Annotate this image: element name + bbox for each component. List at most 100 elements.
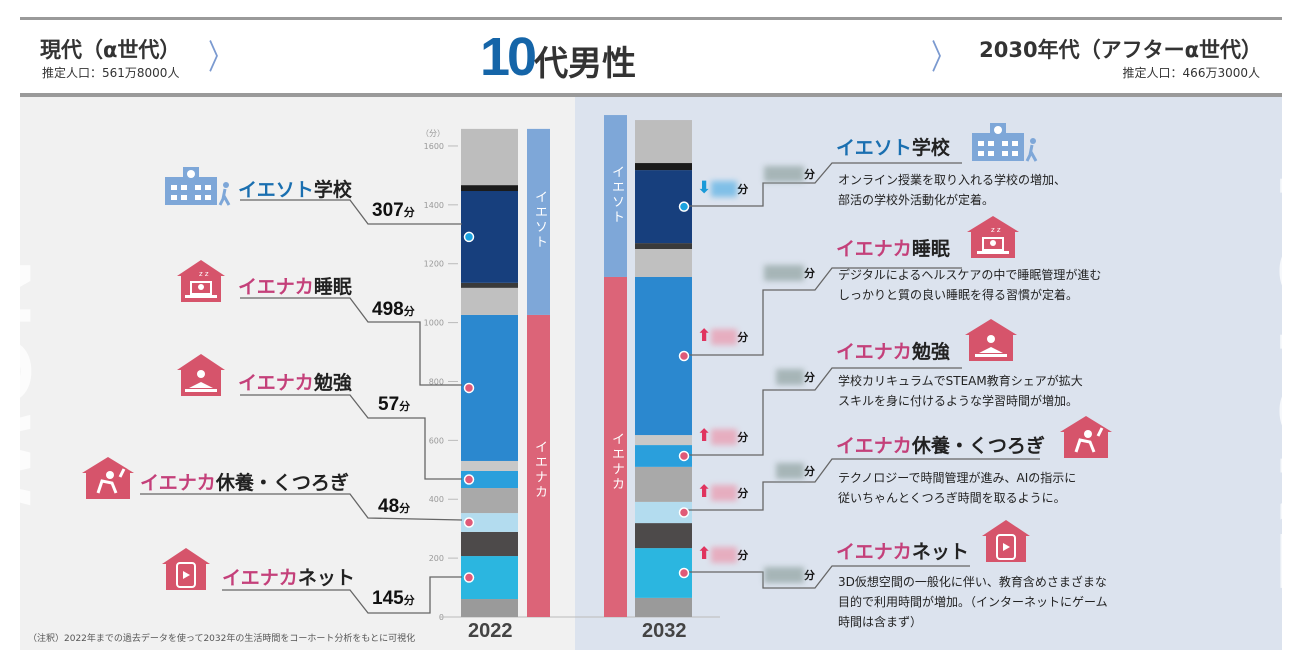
right-label-relax: イエナカ休養・くつろぎ [836,435,1045,457]
bar-segment-2032 [635,501,692,524]
leader-line-net-2032 [688,565,970,589]
current-era-label: 現代（α世代） [40,38,181,62]
up-arrow-icon: ⬆ [697,426,712,446]
net-minutes-2022: 145分 [372,588,415,609]
left-label-sleep: イエナカ睡眠 [238,276,352,298]
y-axis-unit: （分） [421,129,445,138]
future-population: 推定人口：466万3000人 [1122,66,1260,80]
year-label-2032: 2032 [642,620,687,642]
category-marker-dot [678,450,690,462]
y-tick-label: 1600 [424,142,444,151]
bar-segment-2032 [635,243,692,249]
left-label-school: イエソト学校 [238,179,352,201]
bar-segment-2032 [635,445,692,467]
leader-line-sleep-2022 [240,297,462,386]
category-marker-dot [463,231,475,243]
leader-line-study-2032 [688,367,962,456]
sleep-house-icon: z z [965,214,1021,264]
dotted-chevron-icon: 〉 [931,38,955,78]
group-bar-2032 [604,276,627,617]
title-text: 代男性 [534,44,637,84]
school-change: ⬇ 分 [697,178,749,198]
relax-minutes-2032-blurred: 分 [776,460,815,479]
outside-group-label-2022: イエソト [532,190,547,250]
right-label-sleep: イエナカ睡眠 [836,238,950,260]
relax-house-icon [80,455,136,505]
smartphone-house-icon [160,546,212,596]
bar-segment-2032 [635,597,692,617]
page-title: 10代男性 [480,26,636,88]
category-marker-dot [678,201,690,212]
leader-line-sleep-2032 [688,267,962,356]
bar-segment-2032 [635,163,692,171]
leader-line-net-2022 [222,576,462,614]
up-arrow-icon: ⬆ [697,326,712,346]
smartphone-house-icon [980,518,1032,568]
left-label-relax: イエナカ休養・くつろぎ [140,472,349,494]
school-icon [970,121,1040,167]
school-icon [163,165,233,211]
outside-group-label-2032: イエソト [609,165,624,225]
net-description: 3D仮想空間の一般化に伴い、教育含めさまざまな 目的で利用時間が増加。（インターネ… [838,575,1108,629]
y-tick-label: 1400 [424,201,444,210]
bar-segment-2032 [635,466,692,502]
svg-text:z z: z z [199,270,209,278]
category-marker-dot [463,474,475,485]
y-tick-label: 600 [429,436,444,445]
study-minutes-2032-blurred: 分 [776,366,815,385]
bar-segment-2032 [635,120,692,164]
group-bar-2022 [527,128,550,315]
down-arrow-icon: ⬇ [697,178,712,198]
y-tick-label: 400 [429,495,444,504]
year-label-2022: 2022 [468,620,513,642]
sleep-change: ⬆ 分 [697,326,749,346]
study-house-icon [175,352,227,402]
left-label-net: イエナカネット [222,567,355,589]
leader-line-relax-2032 [688,458,1040,511]
leader-line-school-2032 [688,162,962,207]
future-panel [575,97,1282,650]
dotted-chevron-icon: 〉 [208,38,232,78]
up-arrow-icon: ⬆ [697,482,712,502]
relax-change: ⬆ 分 [697,482,749,502]
category-marker-dot [463,382,475,394]
bar-segment-2022 [461,531,518,557]
inside-group-label-2022: イエナカ [532,440,547,500]
sleep-house-icon: z z [175,258,227,308]
y-tick-label: 1200 [424,260,444,269]
inside-group-label-2032: イエナカ [609,432,624,492]
bar-segment-2022 [461,599,518,617]
bar-segment-2032 [635,249,692,277]
bar-segment-2022 [461,470,518,489]
group-bar-2022 [527,314,550,617]
bar-segment-2022 [461,185,518,192]
sleep-description: デジタルによるヘルスケアの中で睡眠管理が進む しっかりと質の良い睡眠を得る習慣が定… [838,268,1102,302]
y-tick-label: 1000 [424,319,444,328]
school-minutes-2022: 307分 [372,200,415,221]
bar-segment-2022 [461,460,518,471]
leader-line-study-2022 [240,394,462,480]
group-bar-2032 [604,115,627,277]
bar-segment-2032 [635,435,692,446]
y-tick-label: 800 [429,377,444,386]
category-marker-dot [678,567,690,579]
right-label-net: イエナカネット [836,541,969,563]
header-bottom-rule [20,93,1282,97]
school-description: オンライン授業を取り入れる学校の増加、 部活の学校外活動化が定着。 [838,173,1067,207]
right-label-school: イエソト学校 [836,137,950,159]
category-marker-dot [678,350,690,362]
study-description: 学校カリキュラムでSTEAM教育シェアが拡大 スキルを身に付けるような学習時間が増… [838,374,1083,408]
bar-segment-2022 [461,513,518,532]
svg-text:z z: z z [991,226,1001,234]
relax-house-icon [1058,414,1114,464]
sleep-minutes-2022: 498分 [372,299,415,320]
bar-segment-2032 [635,523,692,549]
right-label-study: イエナカ勉強 [836,341,950,363]
footnote: （注釈）2022年までの過去データを使って2032年の生活時間をコーホート分析を… [28,634,416,644]
left-label-study: イエナカ勉強 [238,372,352,394]
school-minutes-2032-blurred: 分 [764,163,815,182]
net-minutes-2032-blurred: 分 [764,564,815,583]
current-population: 推定人口：561万8000人 [42,66,180,80]
relax-description: テクノロジーで時間管理が進み、AIの指示に 従いちゃんとくつろぎ時間を取るように。 [838,471,1077,505]
bar-segment-2022 [461,488,518,514]
